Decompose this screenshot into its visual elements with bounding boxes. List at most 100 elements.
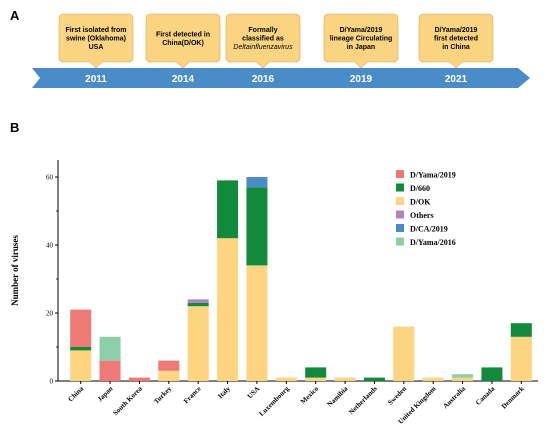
- bar-segment: [510, 323, 532, 337]
- bar-stack: [481, 367, 503, 381]
- legend-label: D/OK: [410, 198, 431, 207]
- bar-stack: [128, 377, 150, 381]
- bar-segment: [363, 377, 385, 381]
- x-tick-label: Sweden: [386, 385, 408, 407]
- timeline-bar: [32, 68, 530, 88]
- bar-segment: [246, 187, 268, 266]
- bar-segment: [70, 309, 92, 347]
- legend-item: D/OK: [396, 197, 431, 207]
- event-description: First isolated from: [65, 27, 126, 34]
- timeline-year: 2014: [172, 74, 195, 85]
- bar-stack: [99, 336, 121, 381]
- event-description: D/Yama/2019: [435, 27, 478, 34]
- event-callout: [145, 13, 221, 69]
- legend-label: D/CA/2019: [410, 225, 448, 234]
- bar-segment: [481, 367, 503, 381]
- bar-segment: [187, 299, 209, 303]
- legend-item: D/Yama/2019: [396, 170, 456, 180]
- timeline-events: First isolated from swine (Oklahoma)USA 20…: [58, 13, 494, 85]
- x-tick-label: Italy: [216, 384, 232, 400]
- x-tick-label: South Korea: [111, 384, 144, 417]
- bar-segment: [246, 265, 268, 381]
- bar-stack: [70, 309, 92, 381]
- x-tick-label: Luxembourg: [258, 384, 292, 418]
- bar-stack: [158, 360, 180, 381]
- x-tick-label: Turkey: [152, 384, 173, 405]
- timeline-arrow: [32, 68, 530, 88]
- bar-segment: [334, 377, 356, 381]
- timeline-event: First detected in China(D/OK) 2014: [145, 13, 221, 85]
- bar-segment: [187, 306, 209, 381]
- bar-stack: [510, 323, 532, 381]
- legend-swatch: [396, 183, 404, 192]
- bar-stack: [246, 177, 268, 381]
- event-description: First detected in: [156, 31, 210, 38]
- bar-segment: [510, 336, 532, 381]
- timeline-event: Formally classified asDeltainfluenzavirus…: [225, 13, 301, 85]
- legend-item: D/Yama/2016: [396, 237, 456, 247]
- y-axis-label: Number of viruses: [10, 235, 20, 306]
- event-callout: [323, 13, 399, 69]
- chart-legend: D/Yama/2019 D/660 D/OK Others D/CA/2019 D/Yam…: [396, 170, 456, 247]
- event-description: first detected: [434, 36, 478, 43]
- bar-stack: [305, 367, 327, 381]
- timeline-year: 2021: [445, 74, 468, 85]
- event-description: classified as: [242, 36, 284, 43]
- event-description: lineage Circulating: [330, 36, 393, 43]
- bar-segment: [158, 360, 180, 371]
- x-tick-label: USA: [246, 385, 262, 401]
- legend-label: D/660: [410, 184, 430, 193]
- bar-segment: [217, 180, 239, 239]
- bar-segment: [99, 360, 121, 381]
- legend-label: Others: [410, 211, 434, 220]
- x-tick-label: Canada: [474, 384, 497, 407]
- x-tick-label: Japan: [96, 385, 115, 404]
- timeline-event: First isolated from swine (Oklahoma)USA 20…: [58, 13, 134, 85]
- x-tick-label: Namibia: [326, 384, 350, 408]
- event-callout: [418, 13, 494, 69]
- legend-item: Others: [396, 210, 434, 220]
- event-description: D/Yama/2019: [340, 27, 383, 34]
- event-description: Deltainfluenzavirus: [233, 44, 293, 51]
- x-tick-label: China: [67, 384, 86, 403]
- bar-stack: [275, 377, 297, 381]
- event-description: in Japan: [347, 44, 375, 51]
- x-tick-label: Denmark: [500, 385, 526, 411]
- bar-stack: [334, 377, 356, 381]
- x-tick-label: Mexico: [299, 384, 320, 405]
- x-tick-label: France: [182, 385, 203, 406]
- legend-label: D/Yama/2019: [410, 171, 456, 180]
- bar-segment: [452, 374, 474, 378]
- y-tick-label: 40: [46, 242, 54, 250]
- bar-chart-panel: B Number of viruses 0 20 40 60 China JapanSou…: [10, 120, 538, 426]
- event-callout: [58, 13, 134, 69]
- event-description: in China: [442, 44, 470, 51]
- bar-stack: [422, 377, 444, 381]
- bar-segment: [187, 302, 209, 307]
- bar-stack: [393, 326, 415, 381]
- bar-stack: [187, 299, 209, 381]
- bar-segment: [305, 367, 327, 378]
- legend-label: D/Yama/2016: [410, 238, 456, 247]
- bar-segment: [217, 238, 239, 381]
- timeline-year: 2016: [252, 74, 275, 85]
- y-tick-label: 20: [46, 310, 54, 318]
- bar-segment: [128, 377, 150, 381]
- legend-swatch: [396, 237, 404, 246]
- bar-segment: [70, 350, 92, 381]
- panel-b-label: B: [10, 120, 19, 135]
- bar-segment: [99, 336, 121, 361]
- bar-segment: [422, 377, 444, 381]
- legend-item: D/CA/2019: [396, 224, 448, 234]
- bar-segment: [452, 377, 474, 381]
- event-callout: [225, 13, 301, 69]
- y-tick-label: 0: [50, 378, 54, 386]
- timeline-year: 2011: [85, 74, 107, 85]
- event-description: China(D/OK): [162, 40, 204, 47]
- bar-segment: [393, 326, 415, 381]
- bar-segment: [305, 377, 327, 381]
